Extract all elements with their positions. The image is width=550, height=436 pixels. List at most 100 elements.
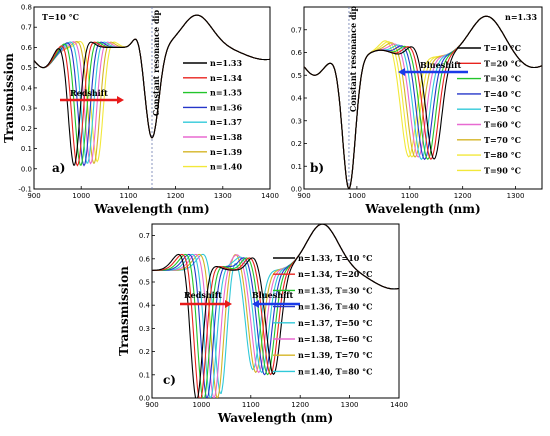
y-tick-label: 0.2: [21, 125, 32, 133]
panel-label: c): [163, 373, 176, 387]
series-group: [152, 224, 399, 398]
x-tick-label: 1100: [401, 192, 419, 200]
y-tick-label: 0.7: [21, 24, 32, 32]
panel-label: b): [310, 161, 324, 175]
plot-frame: [151, 223, 400, 399]
legend-entry: n=1.37, T=50 °C: [298, 318, 373, 328]
y-tick-label: 0.6: [291, 49, 303, 57]
x-tick-label: 1200: [167, 192, 185, 200]
x-axis-label: Wavelength (nm): [217, 411, 333, 425]
chart-panel-a: 900 1000 1100 1200 1300 1400 -0.1 0.0 0.1 0.2 0.3 0…: [2, 4, 279, 217]
y-tick-label: 0.2: [291, 140, 302, 148]
y-tick-label: 0.4: [21, 84, 33, 92]
legend-entry: n=1.38: [210, 132, 242, 142]
shift-arrow-label: Redshift: [70, 88, 108, 98]
x-tick-label: 1400: [261, 192, 279, 200]
condition-label: n=1.33: [505, 12, 537, 22]
y-tick-label: 0.0: [291, 186, 302, 194]
legend-entry: T=30 °C: [484, 74, 521, 84]
series-group: [304, 7, 542, 189]
x-tick-label: 1300: [507, 192, 525, 200]
legend-entry: T=60 °C: [484, 120, 521, 130]
shift-arrow-label: Redshift: [184, 290, 222, 300]
constant-dip-label: Constant resonance dip: [151, 10, 161, 117]
legend-entry: n=1.35: [210, 88, 242, 98]
series-line: [304, 15, 542, 189]
y-tick-label: 0.4: [139, 302, 151, 310]
y-tick-label: 0.6: [139, 255, 151, 263]
legend-entry: T=20 °C: [484, 58, 521, 68]
legend-entry: T=80 °C: [484, 150, 521, 160]
y-tick-label: 0.0: [139, 395, 150, 403]
y-tick-label: 0.3: [21, 105, 32, 113]
x-tick-label: 1100: [242, 401, 260, 409]
shift-arrow-head: [398, 68, 405, 76]
y-tick-label: 0.8: [21, 4, 32, 12]
shift-arrow-head: [252, 300, 259, 308]
y-tick-label: 0.5: [291, 72, 302, 80]
legend-entry: n=1.39, T=70 °C: [298, 350, 373, 360]
x-tick-label: 1200: [291, 401, 309, 409]
y-tick-label: 0.1: [21, 145, 32, 153]
legend-entry: T=40 °C: [484, 89, 521, 99]
y-tick-label: 0.3: [291, 117, 302, 125]
shift-arrow-head: [117, 96, 124, 104]
legend-entry: n=1.40: [210, 162, 242, 172]
legend-entry: n=1.40, T=80 °C: [298, 366, 373, 376]
panel-label: a): [52, 161, 65, 175]
legend-entry: T=70 °C: [484, 135, 521, 145]
y-tick-label: 0.5: [139, 279, 150, 287]
legend-entry: T=90 °C: [484, 165, 521, 175]
x-tick-label: 900: [27, 192, 40, 200]
x-tick-label: 1400: [390, 401, 408, 409]
legend-entry: n=1.38, T=60 °C: [298, 334, 373, 344]
y-tick-label: 0.6: [21, 44, 33, 52]
shift-arrow-label: Blueshift: [252, 290, 294, 300]
legend-entry: n=1.36: [210, 102, 242, 112]
x-axis-label: Wavelength (nm): [93, 202, 209, 216]
y-axis-label: Transmission: [117, 266, 131, 356]
legend-entry: n=1.33: [210, 58, 242, 68]
legend-entry: n=1.33, T=10 °C: [298, 253, 373, 263]
series-line: [34, 14, 270, 166]
x-tick-label: 1000: [192, 401, 210, 409]
legend-entry: T=10 °C: [484, 43, 521, 53]
shift-arrow-label: Blueshift: [420, 60, 462, 70]
y-tick-label: 0.1: [291, 163, 302, 171]
legend-entry: n=1.36, T=40 °C: [298, 302, 373, 312]
chart-panel-b: 900 1000 1100 1200 1300 0.0 0.1 0.2 0.3 0.4 0.5 0.6…: [291, 6, 543, 216]
y-tick-label: -0.1: [18, 186, 32, 194]
y-tick-label: 0.3: [139, 325, 150, 333]
series-line: [152, 224, 399, 398]
x-tick-label: 1200: [454, 192, 472, 200]
legend: n=1.33, T=10 °C n=1.34, T=20 °C n=1.35, T=…: [273, 253, 373, 376]
shift-arrow-head: [225, 300, 232, 308]
y-axis-label: Transmission: [2, 53, 16, 143]
chart-panel-c: 900 1000 1100 1200 1300 1400 0.0 0.1 0.2 0.3 0.4 0.…: [117, 223, 408, 425]
constant-dip-label: Constant resonance dip: [348, 6, 358, 113]
y-tick-label: 0.7: [139, 232, 150, 240]
x-tick-label: 900: [145, 401, 158, 409]
legend-entry: n=1.37: [210, 117, 242, 127]
y-tick-label: 0.2: [139, 348, 150, 356]
y-tick-label: 0.5: [21, 64, 32, 72]
legend-entry: T=50 °C: [484, 104, 521, 114]
legend-entry: n=1.34, T=20 °C: [298, 269, 373, 279]
legend-entry: n=1.34: [210, 73, 242, 83]
condition-label: T=10 °C: [42, 12, 79, 22]
legend: T=10 °C T=20 °C T=30 °C T=40 °C T=50 °C T=60 …: [457, 43, 521, 175]
legend-entry: n=1.39: [210, 147, 242, 157]
legend-entry: n=1.35, T=30 °C: [298, 285, 373, 295]
y-tick-label: 0.4: [291, 95, 303, 103]
y-tick-label: 0.7: [291, 26, 302, 34]
x-tick-label: 1100: [119, 192, 137, 200]
x-tick-label: 1300: [341, 401, 359, 409]
y-tick-label: 0.1: [139, 371, 150, 379]
y-tick-label: 0.0: [21, 165, 32, 173]
legend: n=1.33 n=1.34 n=1.35 n=1.36 n=1.37 n=1.38 n=1.…: [183, 58, 242, 172]
x-tick-label: 900: [297, 192, 310, 200]
x-axis-label: Wavelength (nm): [364, 202, 480, 216]
x-tick-label: 1000: [348, 192, 366, 200]
series-group: [34, 7, 270, 189]
